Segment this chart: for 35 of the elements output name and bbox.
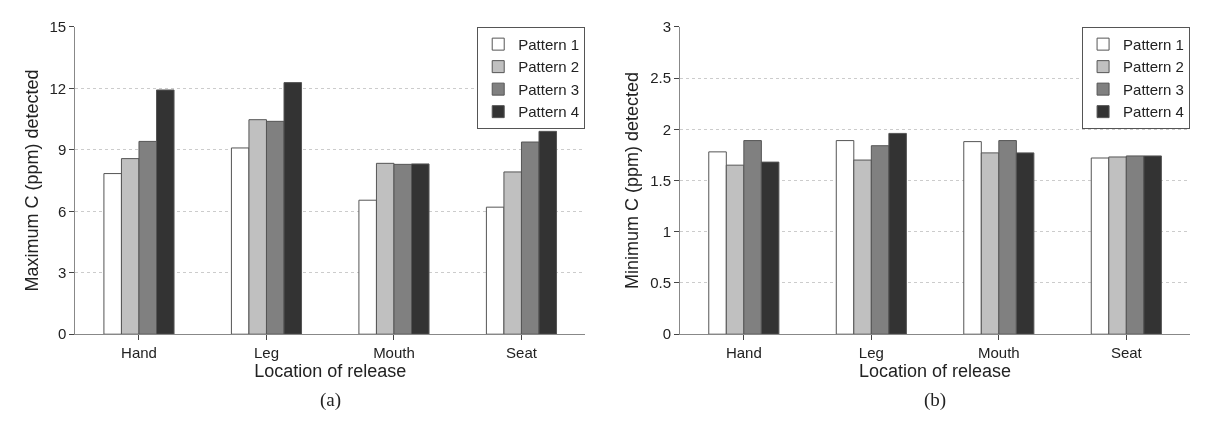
x-tick-label: Hand: [725, 344, 762, 362]
x-tick-label: Leg: [253, 344, 279, 362]
y-tick-label: 1.5: [650, 171, 672, 189]
legend-label: Pattern 1: [1123, 35, 1184, 53]
y-tick-label: 0: [662, 325, 672, 343]
legend-label: Pattern 4: [518, 103, 580, 121]
legend-label: Pattern 4: [1123, 103, 1184, 121]
y-tick-label: 2: [662, 120, 672, 138]
x-tick-label: Hand: [121, 344, 157, 362]
legend-label: Pattern 2: [518, 58, 580, 76]
y-tick-label: 15: [49, 18, 67, 36]
y-axis-title: Maximum C (ppm) detected: [21, 69, 42, 292]
y-tick-label: 9: [57, 141, 67, 159]
x-axis-title: Location of release: [254, 361, 407, 382]
x-tick-label: Leg: [858, 344, 884, 362]
x-axis-title: Location of release: [859, 361, 1012, 382]
legend-label: Pattern 3: [518, 80, 580, 98]
y-tick-label: 2.5: [650, 69, 672, 87]
x-tick-label: Mouth: [373, 344, 415, 362]
x-tick-label: Seat: [506, 344, 538, 362]
text: (b): [924, 389, 947, 411]
legend-label: Pattern 1: [518, 35, 580, 53]
y-tick-label: 3: [57, 263, 67, 281]
x-tick-label: Seat: [1110, 344, 1143, 362]
y-axis-title: Minimum C (ppm) detected: [622, 72, 643, 290]
y-tick-label: 1: [662, 223, 672, 241]
legend-label: Pattern 3: [1123, 80, 1184, 98]
y-tick-label: 6: [57, 202, 67, 220]
legend-label: Pattern 2: [1123, 58, 1184, 76]
x-tick-label: Mouth: [977, 344, 1020, 362]
y-tick-label: 12: [49, 79, 67, 97]
y-tick-label: 3: [662, 18, 672, 36]
y-tick-label: 0: [57, 325, 67, 343]
y-tick-label: 0.5: [650, 274, 672, 292]
text: (a): [320, 389, 342, 411]
